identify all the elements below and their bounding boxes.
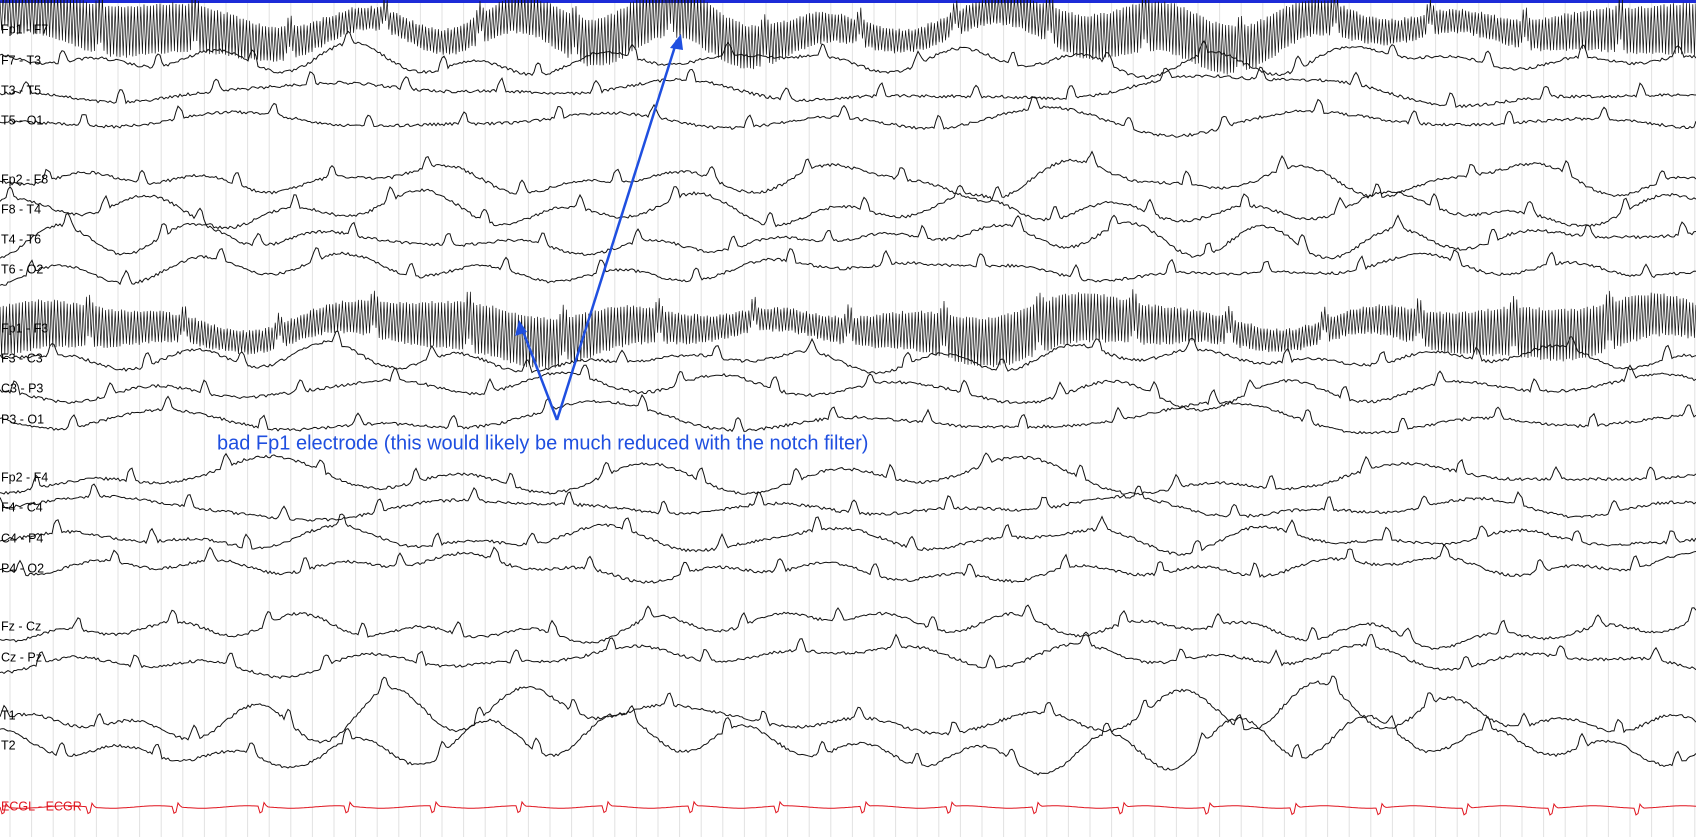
channel-label: Fp2 - F8 [1,172,48,186]
channel-label: P3 - O1 [1,412,44,426]
eeg-trace [0,513,1696,556]
channel-label: T4 - T6 [1,232,41,246]
eeg-trace [0,247,1696,286]
eeg-trace [0,289,1696,369]
eeg-trace [0,66,1696,109]
channel-label: F8 - T4 [1,202,41,216]
time-grid [9,0,1696,837]
ecg-trace [0,800,1696,816]
eeg-trace [0,364,1696,412]
eeg-trace [0,0,1696,75]
eeg-trace [0,704,1696,776]
eeg-trace [0,483,1696,522]
channel-label: C3 - P3 [1,381,43,395]
channel-label: Fp1 - F7 [1,22,48,36]
eeg-trace [0,604,1696,651]
channel-label: T3 - T5 [1,83,41,97]
eeg-trace [0,184,1696,230]
channel-label: T5 - O1 [1,113,43,127]
eeg-trace [0,150,1696,203]
top-bar [0,0,1696,3]
eeg-trace [0,212,1696,260]
channel-label: Fp2 - F4 [1,470,48,484]
eeg-trace [0,452,1696,496]
annotation-text: bad Fp1 electrode (this would likely be … [217,432,868,454]
channel-label: ECGL - ECGR [1,799,82,813]
annotation-arrow [555,39,679,421]
channel-label: T2 [1,738,16,752]
channel-label: Cz - Pz [1,650,42,664]
channel-label: C4 - P4 [1,531,43,545]
channel-labels: Fp1 - F7 F7 - T3 T3 - T5 T5 - O1 Fp2 - F8 F8 … [1,22,82,813]
eeg-trace [0,30,1696,80]
eeg-trace [0,96,1696,138]
channel-label: F4 - C4 [1,500,43,514]
channel-label: P4 - O2 [1,561,44,575]
annotation: bad Fp1 electrode (this would likely be … [217,34,868,454]
channel-label: Fp1 - F3 [1,321,48,335]
channel-label: Fz - Cz [1,619,41,633]
eeg-trace [0,543,1696,584]
arrow-head [515,320,527,336]
annotation-arrow [519,325,559,421]
eeg-trace [0,675,1696,744]
channel-label: F7 - T3 [1,53,41,67]
eeg-trace [0,330,1696,375]
arrow-head [670,34,683,50]
channel-label: F3 - C3 [1,351,43,365]
eeg-trace [0,388,1696,435]
traces [0,0,1696,816]
channel-label: T6 - O2 [1,262,43,276]
channel-label: T1 [1,708,16,722]
eeg-trace [0,631,1696,680]
